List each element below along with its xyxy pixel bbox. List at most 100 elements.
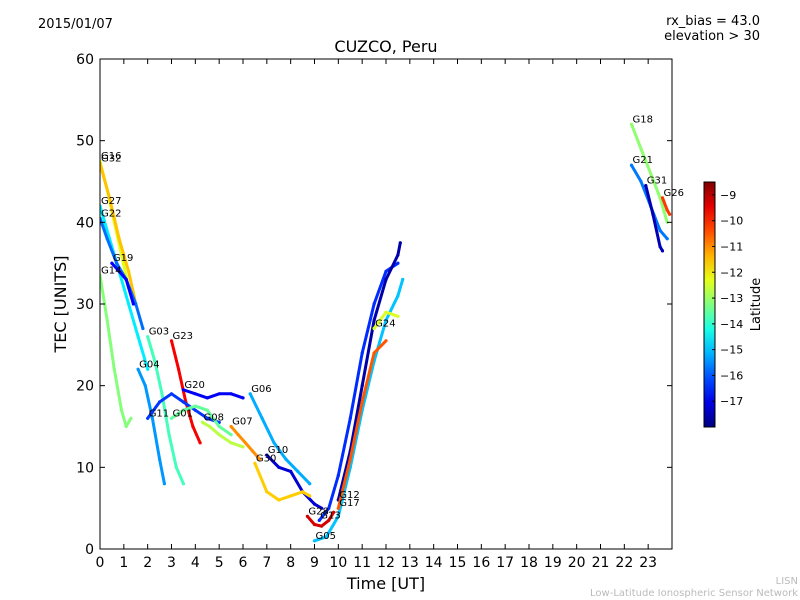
point-g24-2 xyxy=(396,314,400,318)
point-g03-2 xyxy=(160,392,164,396)
colorbar-tick-label: −17 xyxy=(720,395,743,408)
point-g20-0 xyxy=(181,388,185,392)
point-g05-2 xyxy=(336,514,340,518)
rx-bias-label: rx_bias = 43.0 xyxy=(666,14,760,29)
point-g31-1 xyxy=(651,212,655,216)
point-g14-2 xyxy=(112,367,116,371)
satellite-label-g22: G22 xyxy=(101,208,121,219)
satellite-label-g06: G06 xyxy=(251,384,271,395)
point-g06-1 xyxy=(260,416,264,420)
point-g32-2 xyxy=(117,237,121,241)
x-tick-label: 16 xyxy=(472,555,490,571)
series-g01 xyxy=(170,404,233,437)
point-g07-0 xyxy=(229,424,233,429)
satellite-label-g10: G10 xyxy=(268,445,288,456)
series-g03 xyxy=(146,335,185,486)
x-tick-label: 19 xyxy=(544,555,562,571)
x-tick-label: 11 xyxy=(353,555,371,571)
point-g17-3 xyxy=(372,351,376,355)
point-g08-4 xyxy=(241,445,245,449)
x-tick-label: 6 xyxy=(239,555,248,571)
point-g20-3 xyxy=(217,392,221,396)
colorbar-tick-label: −16 xyxy=(720,369,743,382)
point-g03-4 xyxy=(174,465,178,469)
y-tick-label: 10 xyxy=(76,460,94,476)
point-g05-7 xyxy=(396,294,400,298)
point-g12-6 xyxy=(398,241,402,245)
point-g12-4 xyxy=(384,277,388,282)
point-g13-0 xyxy=(317,518,321,523)
point-g14-1 xyxy=(105,318,109,322)
chart-title: CUZCO, Peru xyxy=(334,37,437,56)
point-g31-0 xyxy=(644,184,648,188)
point-g22-2 xyxy=(115,261,119,265)
point-g08-3 xyxy=(229,441,233,445)
satellite-label-g23: G23 xyxy=(173,331,193,342)
point-g06-3 xyxy=(284,457,288,461)
x-tick-label: 9 xyxy=(310,555,319,571)
satellite-label-g13: G13 xyxy=(320,510,340,521)
point-g14-4 xyxy=(124,424,128,429)
point-g04-1 xyxy=(143,384,147,388)
colorbar-tick-label: −12 xyxy=(720,266,743,279)
satellite-label-g19: G19 xyxy=(113,253,133,264)
satellite-label-g20: G20 xyxy=(184,380,204,391)
series-g20 xyxy=(181,388,245,400)
point-g01-3 xyxy=(205,408,209,412)
colorbar-label: Latitude xyxy=(749,278,764,332)
satellite-label-g18: G18 xyxy=(633,114,653,125)
satellite-label-g24: G24 xyxy=(375,319,395,330)
point-g04-4 xyxy=(162,482,166,486)
x-tick-label: 12 xyxy=(377,555,395,571)
point-g17-1 xyxy=(348,457,352,461)
point-g28-2 xyxy=(320,524,324,528)
point-g05-6 xyxy=(384,318,388,322)
point-g13-3 xyxy=(348,416,352,420)
x-tick-label: 8 xyxy=(286,555,295,571)
point-g11-3 xyxy=(181,400,185,404)
x-tick-label: 7 xyxy=(262,555,271,571)
point-g21-0 xyxy=(629,163,634,167)
point-g11-2 xyxy=(169,392,174,396)
series-layer xyxy=(100,122,672,543)
point-g07-3 xyxy=(250,449,255,453)
point-g03-1 xyxy=(153,359,157,363)
point-g30-0 xyxy=(253,461,257,465)
series-g27 xyxy=(100,204,150,371)
x-tick-label: 23 xyxy=(639,555,657,571)
point-g23-3 xyxy=(191,424,195,429)
y-tick-label: 50 xyxy=(76,134,94,150)
point-g20-5 xyxy=(241,396,245,400)
x-tick-label: 15 xyxy=(449,555,467,571)
satellite-label-g01: G01 xyxy=(173,408,193,419)
y-tick-label: 0 xyxy=(85,542,94,558)
point-g05-1 xyxy=(324,535,328,539)
satellite-label-g32: G32 xyxy=(101,154,121,165)
series-g17 xyxy=(336,339,388,510)
x-tick-label: 17 xyxy=(496,555,514,571)
point-g13-6 xyxy=(384,269,388,273)
satellite-label-g05: G05 xyxy=(316,531,336,542)
point-g01-5 xyxy=(229,433,233,437)
point-g27-4 xyxy=(136,335,140,339)
point-g13-7 xyxy=(396,261,400,265)
y-tick-label: 40 xyxy=(76,215,94,231)
point-g21-3 xyxy=(658,228,662,233)
point-g10-1 xyxy=(277,465,281,469)
point-g30-2 xyxy=(277,498,281,502)
point-g01-1 xyxy=(181,408,185,412)
series-g22 xyxy=(100,216,145,330)
point-g08-0 xyxy=(200,420,205,424)
point-g11-1 xyxy=(158,400,162,404)
elevation-label: elevation > 30 xyxy=(664,29,760,44)
point-g05-0 xyxy=(312,539,317,543)
point-g06-5 xyxy=(308,482,312,486)
satellite-label-g21: G21 xyxy=(633,155,653,166)
x-tick-label: 21 xyxy=(592,555,610,571)
point-g18-1 xyxy=(639,147,643,151)
point-g27-3 xyxy=(127,302,131,306)
satellite-label-g30: G30 xyxy=(256,453,276,464)
point-g26-0 xyxy=(660,196,665,200)
point-g24-1 xyxy=(384,310,388,314)
point-g08-2 xyxy=(217,433,221,437)
